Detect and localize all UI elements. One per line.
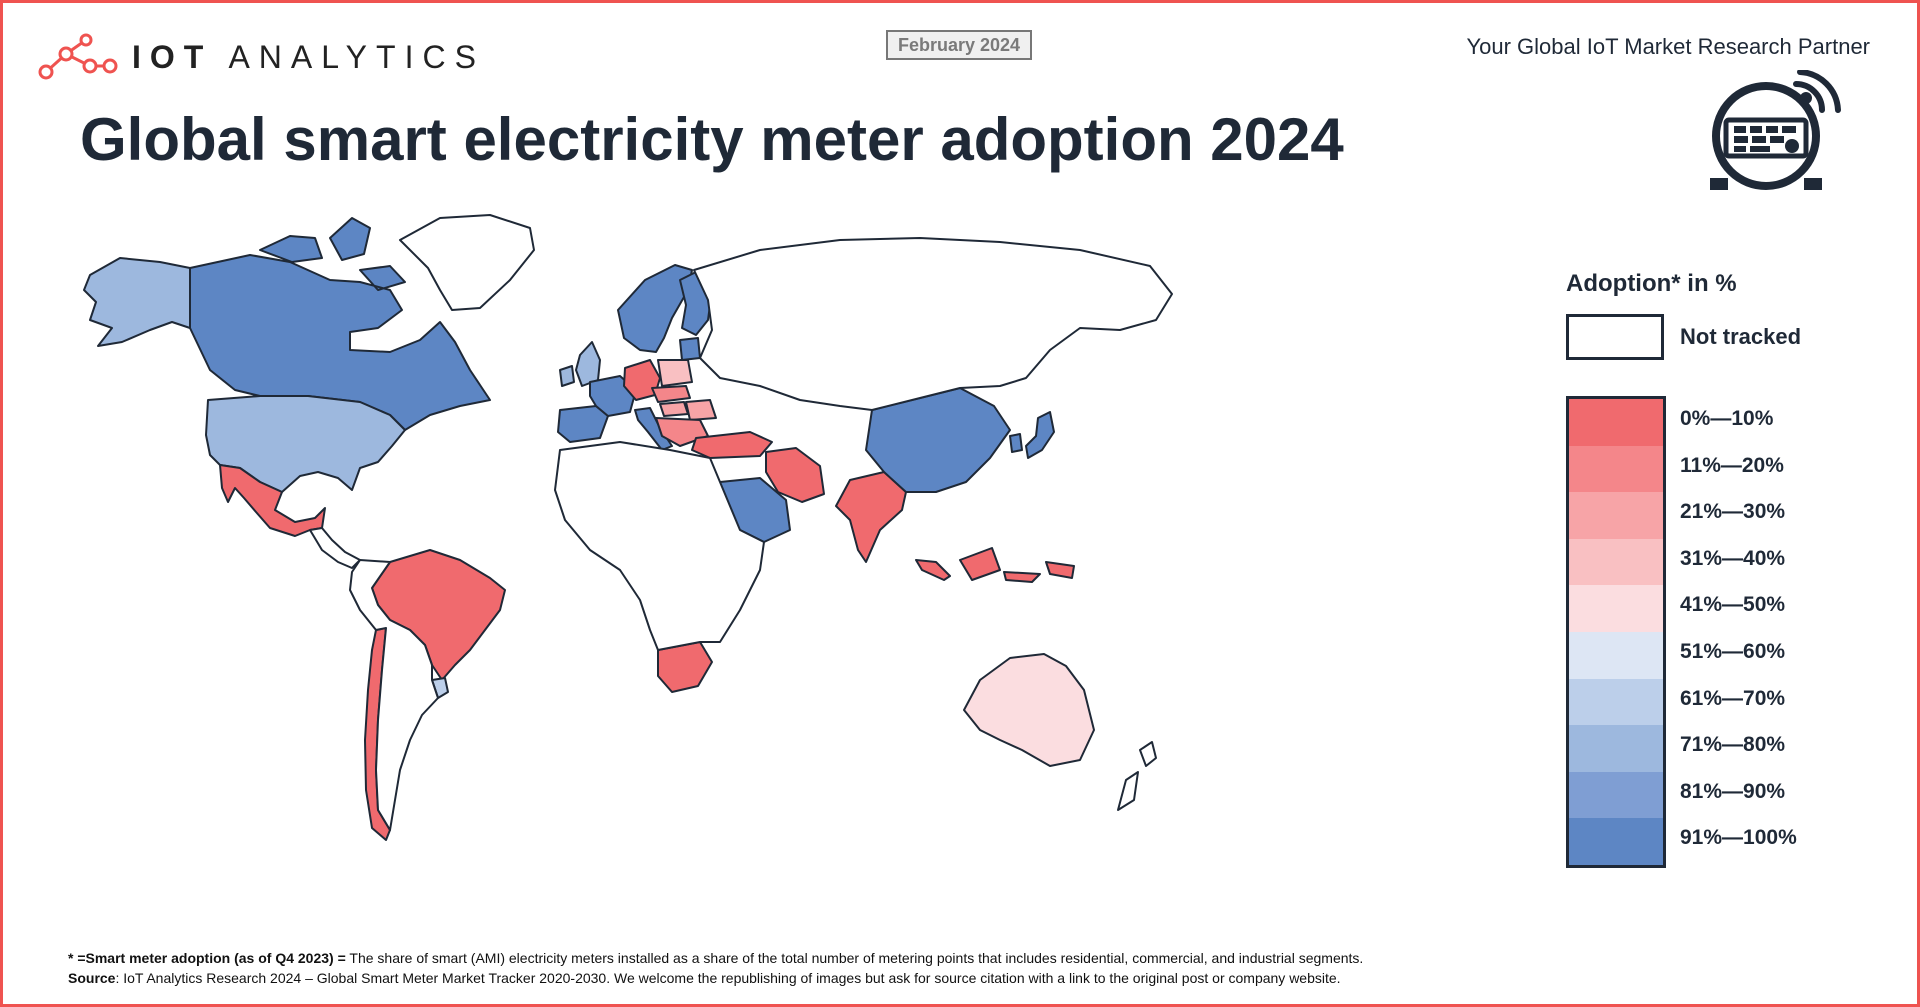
map-region <box>559 365 575 387</box>
map-region <box>691 431 773 459</box>
legend-bin-label: 81%—90% <box>1680 779 1786 803</box>
legend-bin-label: 11%—20% <box>1680 453 1784 477</box>
map-region <box>1009 433 1023 453</box>
not-tracked-label: Not tracked <box>1680 324 1802 349</box>
legend-bin-label: 61%—70% <box>1680 686 1786 710</box>
map-region <box>1117 741 1157 811</box>
legend-not-tracked: Not tracked <box>1566 314 1866 360</box>
legend-swatch <box>1569 585 1663 632</box>
map-region <box>651 385 691 403</box>
world-map <box>83 214 1173 841</box>
map-region <box>575 341 601 387</box>
legend-swatch <box>1569 678 1663 726</box>
map-region <box>657 641 713 693</box>
legend-swatch <box>1569 725 1663 772</box>
legend-swatch <box>1569 818 1663 865</box>
brand-name: IOT ANALYTICS <box>132 38 485 75</box>
legend-bin-label: 51%—60% <box>1680 639 1786 663</box>
map-region <box>693 237 1173 411</box>
map-region <box>1025 411 1055 459</box>
map-region <box>399 214 535 311</box>
legend-bin-label: 31%—40% <box>1680 546 1786 570</box>
date-badge: February 2024 <box>886 30 1032 60</box>
legend-bin-label: 41%—50% <box>1680 593 1786 617</box>
network-nodes-icon <box>38 33 118 80</box>
legend-swatch <box>1569 631 1663 679</box>
footnote: * =Smart meter adoption (as of Q4 2023) … <box>68 948 1363 988</box>
partner-tagline: Your Global IoT Market Research Partner <box>1466 34 1870 59</box>
map-region <box>685 399 717 421</box>
map-region <box>835 471 907 563</box>
legend-color-bar <box>1566 396 1666 868</box>
map-region <box>349 559 439 831</box>
legend-swatch <box>1569 771 1663 819</box>
map-region <box>915 547 1075 583</box>
legend-bin-labels: 0%—10% 11%—20% 21%—30% 31%—40% 41%—50% 51%—60… <box>1680 396 1797 862</box>
brand-logo: IOT ANALYTICS <box>38 32 485 82</box>
map-region <box>617 264 693 353</box>
legend: Adoption* in % Not tracked 0%—10% 11%—20%… <box>1566 270 1866 868</box>
legend-swatch <box>1569 492 1663 539</box>
legend-swatch <box>1569 445 1663 493</box>
page-title: Global smart electricity meter adoption … <box>80 106 1344 173</box>
map-region <box>557 405 609 443</box>
legend-bin-label: 0%—10% <box>1680 407 1774 430</box>
map-region <box>189 217 491 431</box>
footnote-source: Source: IoT Analytics Research 2024 – Gl… <box>68 970 1341 986</box>
map-region <box>659 401 689 417</box>
map-region <box>679 337 701 361</box>
map-region <box>83 257 191 347</box>
map-region <box>657 359 693 387</box>
map-region <box>963 653 1095 767</box>
legend-swatch <box>1569 399 1663 446</box>
legend-title: Adoption* in % <box>1566 270 1737 297</box>
smart-meter-icon <box>1710 70 1841 190</box>
legend-bin-label: 91%—100% <box>1680 826 1797 850</box>
legend-bin-label: 71%—80% <box>1680 733 1786 757</box>
not-tracked-swatch <box>1566 314 1664 360</box>
map-region <box>554 441 765 651</box>
legend-swatch <box>1569 538 1663 586</box>
map-region <box>634 407 673 451</box>
footnote-definition: * =Smart meter adoption (as of Q4 2023) … <box>68 950 1364 966</box>
map-region <box>765 447 825 503</box>
legend-bin-label: 21%—30% <box>1680 500 1786 524</box>
map-region <box>309 527 361 569</box>
